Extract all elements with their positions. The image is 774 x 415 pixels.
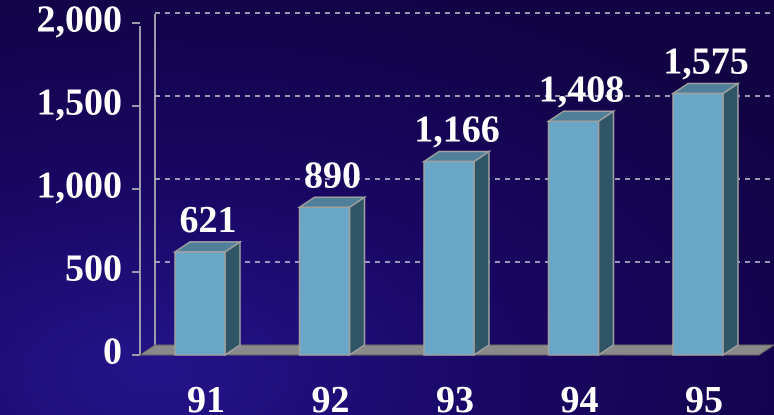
value-label: 1,408 (539, 68, 625, 110)
bar-front (547, 120, 600, 356)
value-label: 1,575 (663, 41, 749, 83)
x-tick-label: 91 (187, 379, 225, 415)
bar-side (722, 82, 739, 357)
bar-front (174, 251, 226, 356)
y-tick-label: 1,000 (37, 165, 123, 207)
bar (421, 150, 492, 357)
x-tick-label: 95 (685, 379, 723, 415)
value-label: 1,166 (414, 108, 500, 150)
bar-front (298, 206, 351, 356)
bar (297, 195, 367, 357)
x-tick-label: 92 (312, 379, 350, 415)
y-tick-label: 0 (103, 331, 122, 373)
bar-side (348, 195, 366, 357)
bar-side (597, 109, 615, 357)
bar (670, 82, 741, 357)
bar-side (224, 240, 241, 357)
value-label: 890 (304, 154, 361, 196)
bar-side (473, 150, 490, 357)
bar (172, 240, 243, 357)
x-tick-label: 93 (436, 379, 474, 415)
y-tick-label: 1,500 (37, 82, 123, 124)
x-tick-label: 94 (561, 379, 599, 415)
bar-front (423, 160, 475, 356)
y-tick-label: 500 (65, 248, 122, 290)
bar-front (672, 92, 724, 356)
y-tick-label: 2,000 (37, 0, 123, 41)
bar (546, 109, 616, 357)
value-label: 621 (180, 199, 237, 241)
